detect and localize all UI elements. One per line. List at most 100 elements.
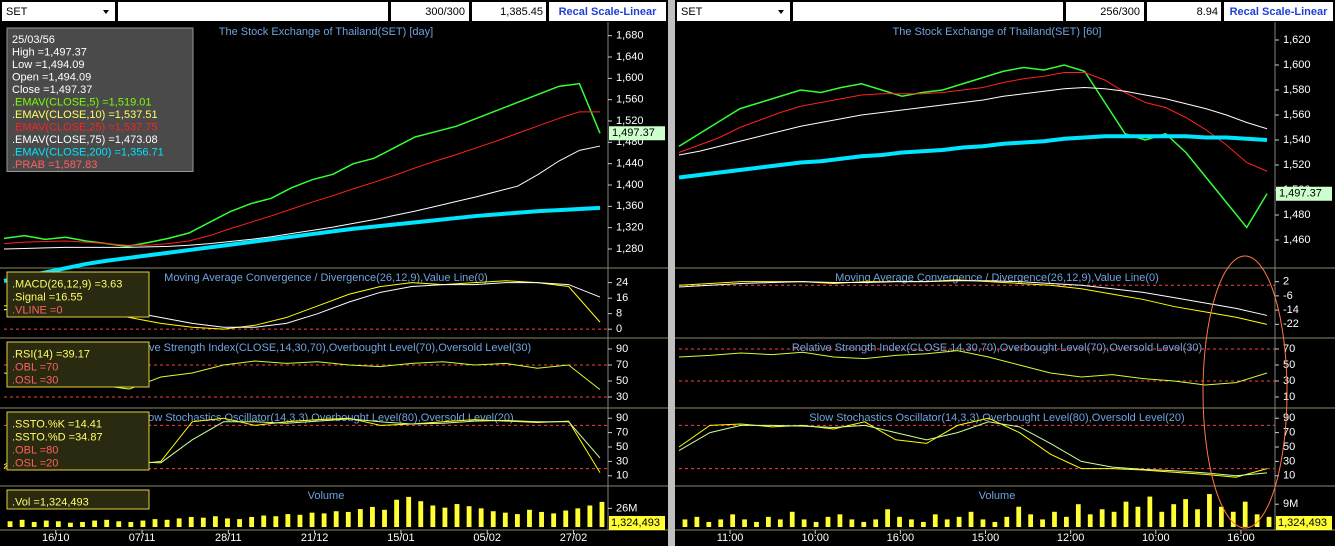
volume-bar — [956, 516, 962, 527]
y-tick-label: 30 — [616, 455, 628, 467]
volume-bar — [466, 506, 472, 527]
volume-bar — [789, 511, 795, 527]
x-tick-label: 07/11 — [129, 532, 156, 544]
y-tick-label: -14 — [1283, 304, 1299, 316]
indicator-line — [3, 111, 600, 246]
y-tick-label: 10 — [1283, 391, 1295, 403]
y-tick-label: 10 — [1283, 470, 1295, 482]
panel-title: The Stock Exchange of Thailand(SET) [day… — [219, 26, 433, 38]
legend-entry: .PRAB =1,587.83 — [12, 159, 97, 171]
volume-bar — [944, 519, 950, 527]
y-tick-label: 1,280 — [616, 243, 644, 255]
y-tick-label: 26M — [616, 502, 637, 514]
legend-entry: .VLINE =0 — [12, 304, 62, 316]
x-tick-label: 27/02 — [560, 532, 588, 544]
indicator-line — [678, 86, 1268, 156]
scale-button[interactable] — [1224, 2, 1333, 21]
volume-bar — [527, 509, 532, 527]
y-tick-label: 70 — [1283, 427, 1295, 439]
symbol-dropdown[interactable] — [2, 2, 115, 21]
legend-entry: .SSTO.%K =14.41 — [12, 418, 102, 430]
y-tick-label: 1,520 — [616, 115, 644, 127]
volume-bar — [1028, 514, 1034, 527]
y-tick-label: 2 — [1283, 276, 1289, 288]
volume-bar — [116, 521, 122, 527]
volume-bar — [968, 511, 974, 527]
volume-bar — [1075, 504, 1081, 527]
volume-bar — [932, 514, 938, 527]
volume-bar — [718, 519, 724, 527]
volume-bar — [1004, 516, 1010, 527]
legend-entry: .OSL =30 — [12, 374, 58, 386]
y-tick-label: -22 — [1283, 318, 1299, 330]
volume-bar — [1195, 509, 1200, 527]
legend-entry: .OBL =70 — [12, 361, 58, 373]
legend-entry: High =1,497.37 — [12, 47, 87, 59]
volume-bar — [1207, 494, 1212, 527]
y-tick-label: 1,460 — [1283, 234, 1311, 246]
volume-bar — [430, 505, 436, 527]
volume-bar — [394, 499, 400, 527]
y-tick-label: 9M — [1283, 498, 1298, 510]
volume-bar — [273, 516, 279, 527]
y-tick-label: 30 — [1283, 375, 1295, 387]
y-tick-label: 1,640 — [616, 51, 644, 63]
last-volume: 1,324,493 — [611, 517, 660, 529]
legend-box — [6, 489, 150, 510]
legend-entry: .EMAV(CLOSE,10) =1,537.51 — [12, 109, 158, 121]
volume-bar — [885, 509, 890, 527]
legend-entry: .EMAV(CLOSE,75) =1,473.08 — [12, 134, 158, 146]
volume-bar — [777, 519, 783, 527]
indicator-line — [678, 134, 1268, 180]
legend-entry: Close =1,497.37 — [12, 84, 92, 96]
volume-bar — [1242, 501, 1248, 527]
y-tick-label: 1,560 — [1283, 109, 1311, 121]
y-tick-label: 1,560 — [616, 94, 644, 106]
panel-title: Moving Average Convergence / Divergence(… — [835, 272, 1159, 284]
legend-entry: .EMAV(CLOSE,25) =1,537.75 — [12, 122, 158, 134]
volume-bar — [92, 520, 98, 527]
symbol-dropdown[interactable] — [677, 2, 790, 21]
x-tick-label: 21/12 — [301, 532, 329, 544]
count: 300/300 — [425, 6, 465, 18]
x-tick-label: 15:00 — [972, 532, 1000, 544]
volume-bar — [801, 519, 807, 527]
legend-entry: .OBL =80 — [12, 444, 58, 456]
volume-bar — [1052, 511, 1057, 527]
volume-bar — [599, 501, 605, 527]
legend-entry: Open =1,494.09 — [12, 72, 91, 84]
y-tick-label: 70 — [1283, 343, 1295, 355]
volume-bar — [55, 521, 61, 527]
volume-bar — [730, 514, 736, 527]
legend-box — [6, 341, 150, 388]
volume-bar — [1099, 509, 1105, 527]
indicator-line — [678, 417, 1268, 478]
volume-bar — [1016, 506, 1022, 527]
legend-entry: .Signal =16.55 — [12, 291, 83, 303]
volume-bar — [1147, 496, 1153, 527]
volume-bar — [873, 519, 879, 527]
scale-button[interactable] — [549, 2, 666, 21]
dropdown-arrow — [103, 10, 109, 14]
y-tick-label: 1,480 — [1283, 209, 1311, 221]
scale-button-label[interactable]: Recal Scale-Linear — [1230, 6, 1329, 18]
window-divider — [668, 0, 675, 546]
volume-bar — [442, 507, 448, 527]
panel-title: The Stock Exchange of Thailand(SET) [60] — [893, 26, 1102, 38]
dropdown-arrow — [778, 10, 784, 14]
scale-button-label[interactable]: Recal Scale-Linear — [559, 6, 658, 18]
volume-bar — [152, 519, 158, 527]
last-price-tag — [609, 126, 665, 141]
volume-bar — [551, 513, 557, 527]
volume-bar — [1040, 519, 1045, 527]
y-tick-label: 90 — [616, 343, 628, 355]
y-tick-label: 50 — [616, 441, 628, 453]
volume-bar — [370, 506, 375, 527]
indicator-line — [3, 205, 601, 283]
volume-bar — [333, 511, 339, 527]
count: 256/300 — [1100, 6, 1140, 18]
volume-bar — [297, 514, 303, 527]
volume-bar — [502, 512, 508, 527]
y-tick-label: 1,600 — [1283, 59, 1311, 71]
